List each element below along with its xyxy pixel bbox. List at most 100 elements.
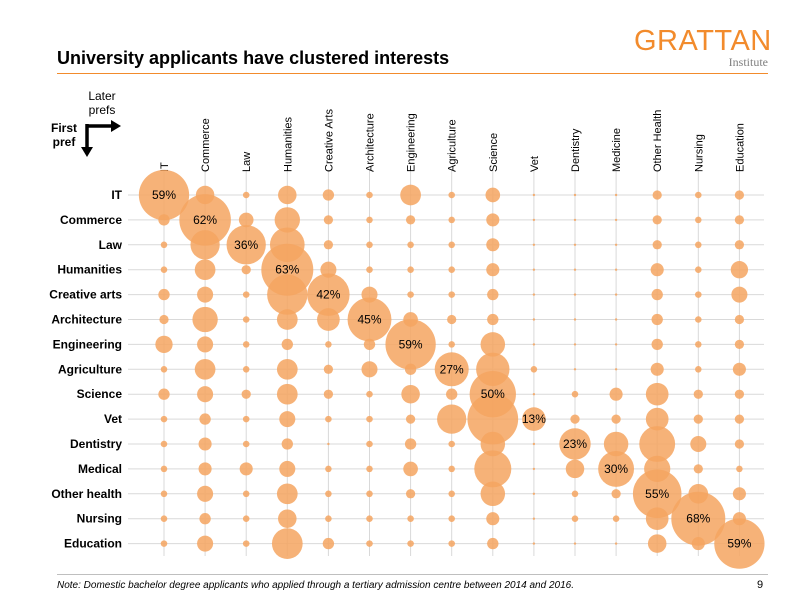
bubble [322,189,335,201]
bubble [639,426,676,462]
bubble [279,460,296,477]
bubble [190,230,220,260]
bubble [486,263,500,277]
bubble [279,411,296,428]
bubble [242,540,250,547]
bubble [448,191,455,199]
bubble [609,387,623,401]
diagonal-value-label: 23% [563,437,587,451]
bubble [448,440,455,448]
bubble [407,241,414,249]
bubble [532,467,536,471]
bubble [160,366,168,373]
bubble [573,343,577,346]
column-label: Agriculture [447,119,459,172]
bubble [532,517,536,520]
bubble [734,439,745,449]
bubble [734,190,745,200]
bubble [407,515,414,522]
bubble [603,431,629,457]
bubble [614,218,618,222]
bubble [276,483,298,505]
column-label: Engineering [406,113,418,172]
bubble [573,218,577,222]
footer-rule [57,574,768,575]
column-label: Law [241,152,253,172]
bubble [734,240,745,250]
bubble [405,489,416,499]
bubble [241,389,251,399]
bubble [281,338,293,351]
bubble [366,415,373,423]
bubble [448,515,455,522]
bubble [194,358,216,380]
bubble [271,528,303,559]
bubble [448,266,455,273]
column-label: Nursing [693,134,705,172]
bubble [242,341,250,348]
bubble [241,265,251,275]
bubble [695,316,702,323]
bubble [276,358,298,380]
bubble [242,291,250,298]
bubble [158,388,170,400]
bubble [573,293,577,296]
bubble [532,193,536,197]
bubble [327,442,330,446]
bubble [160,266,168,273]
diagonal-value-label: 63% [275,263,299,277]
bubble [325,515,332,522]
row-label: Science [77,387,123,401]
row-label: Other health [51,487,122,501]
bubble [486,213,500,227]
bubble [732,362,746,376]
column-label: Commerce [200,118,212,172]
bubble [611,489,621,499]
bubble [695,241,702,249]
bubble [487,313,499,326]
bubble [160,440,168,448]
bubble [194,259,216,281]
bubble [366,216,373,224]
bubble [446,388,458,400]
bubble [281,438,293,450]
bubble [197,485,214,502]
bubble [160,515,168,522]
diagonal-value-label: 13% [522,412,546,426]
bubble [366,266,373,273]
bubble [197,286,214,303]
bubble [598,450,635,487]
row-label: Law [99,238,123,252]
bubble [199,513,211,525]
bubble [158,288,170,301]
bubble [530,366,538,373]
first-pref-label: First pref [50,121,77,149]
bubble [732,487,746,501]
bubble [407,291,414,298]
bubble [480,481,506,507]
bubble [532,293,536,296]
bubble [647,534,667,553]
bubble [323,215,334,225]
bubble [573,542,577,545]
bubble [573,268,577,271]
title-underline [57,73,768,74]
row-label: Humanities [57,263,122,277]
bubble [714,518,765,569]
bubble [242,191,250,199]
bubble [366,540,373,547]
bubble [693,389,703,399]
bubble [155,335,173,354]
later-prefs-label: Later prefs [88,89,116,117]
bubble [158,214,170,226]
bubble [366,465,373,473]
bubble [160,415,168,423]
row-label: Dentistry [70,437,122,451]
bubble [532,218,536,222]
bubble [366,515,373,522]
bubble [448,540,455,547]
bubble [448,341,455,348]
diagonal-value-label: 59% [727,537,751,551]
bubble [695,341,702,348]
bubble [734,414,745,424]
